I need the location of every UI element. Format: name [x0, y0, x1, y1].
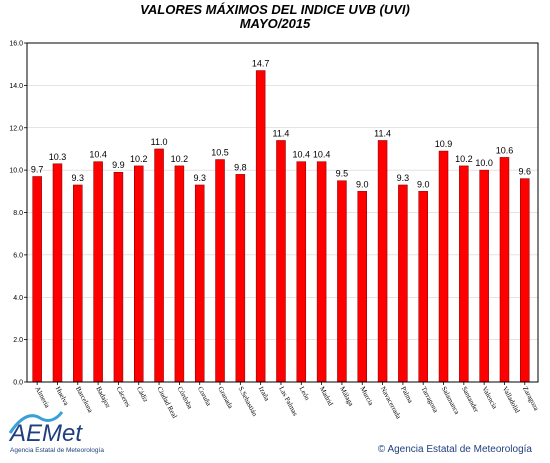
bar	[255, 70, 266, 383]
bar-value-label: 10.4	[293, 150, 311, 160]
bar-value-label: 11.0	[151, 137, 168, 147]
bar	[52, 163, 63, 383]
bar	[418, 191, 428, 383]
bar-value-label: 9.5	[336, 169, 349, 179]
category-label: Cáceres	[115, 385, 133, 409]
category-label: Badajoz	[94, 385, 112, 409]
category-label: S.Sebastián	[237, 385, 260, 418]
y-tick-label: 14.0	[9, 83, 23, 90]
category-label: Huelva	[54, 385, 71, 407]
category-label: Madrid	[318, 385, 335, 407]
y-tick-label: 16.0	[9, 41, 23, 48]
bar	[73, 184, 83, 383]
bar	[499, 157, 510, 383]
bar	[32, 176, 42, 383]
copyright-text: © Agencia Estatal de Meteorología	[378, 444, 533, 455]
y-tick-label: 6.0	[13, 252, 23, 259]
bar	[154, 148, 164, 383]
bar	[276, 140, 286, 383]
y-tick-label: 10.0	[9, 168, 23, 175]
logo-brand-text: AEMet	[8, 420, 83, 447]
bar-value-label: 9.0	[356, 179, 369, 189]
bar-value-label: 10.6	[496, 145, 514, 155]
category-label: Zaragoza	[521, 385, 541, 413]
y-axis-ticks: 0.0 2.0 4.0 6.0 8.0 10.0 12.0 14.0 16.0	[9, 41, 27, 387]
bar	[133, 165, 144, 383]
bar-value-label: 9.7	[31, 164, 44, 174]
chart-title: VALORES MÁXIMOS DEL INDICE UVB (UVI)	[140, 2, 410, 17]
chart-subtitle: MAYO/2015	[240, 16, 311, 31]
bar-value-label: 10.3	[49, 152, 67, 162]
category-label: Tarragona	[419, 385, 440, 415]
bar	[174, 165, 185, 383]
category-label: Salamanca	[440, 385, 462, 416]
bar	[337, 180, 347, 383]
category-label: Las Palmas	[277, 385, 299, 417]
bar-value-label: 10.2	[130, 154, 148, 164]
y-tick-label: 2.0	[13, 337, 23, 344]
y-tick-label: 8.0	[13, 210, 23, 217]
category-label: Barcelona	[74, 385, 95, 415]
bar-value-label: 11.4	[374, 128, 391, 138]
category-label: Málaga	[338, 385, 355, 408]
bar-value-label: 10.0	[475, 158, 493, 168]
bar-value-label: 9.0	[417, 179, 430, 189]
bar-value-label: 9.8	[234, 162, 247, 172]
bar-value-label: 10.2	[171, 154, 189, 164]
category-label: Navacerrada	[379, 385, 403, 421]
category-label: Córdoba	[176, 385, 195, 411]
bar-value-label: 10.2	[455, 154, 473, 164]
bar-value-label: 9.3	[397, 173, 410, 183]
category-labels: Almería Huelva Barcelona Badajoz Cáceres Cádi…	[33, 385, 540, 421]
bar-value-label: 10.4	[313, 150, 331, 160]
bar	[438, 150, 449, 383]
category-label: Cádiz	[135, 385, 150, 403]
category-label: Valladolid	[501, 385, 522, 415]
y-tick-label: 12.0	[9, 125, 23, 132]
bar-value-label: 9.3	[193, 173, 206, 183]
bar	[316, 161, 327, 383]
bar	[377, 140, 388, 383]
bar-value-label: 10.9	[435, 139, 453, 149]
bar-value-label: 9.3	[72, 173, 85, 183]
category-label: Santander	[460, 385, 481, 414]
bar	[215, 159, 225, 383]
bar	[398, 184, 408, 383]
bar-value-label: 14.7	[252, 59, 270, 69]
logo-wave-icon	[8, 411, 64, 434]
category-label: Palma	[399, 385, 415, 405]
aemet-logo: AEMet Agencia Estatal de Meteorología	[8, 411, 104, 454]
category-label: Granada	[216, 385, 235, 410]
bar	[459, 165, 469, 383]
bar	[296, 161, 307, 383]
category-label: Valencia	[480, 385, 499, 411]
bar	[479, 169, 489, 383]
bar-value-label: 11.4	[273, 128, 290, 138]
y-tick-label: 4.0	[13, 295, 23, 302]
bar	[235, 174, 246, 383]
category-label: León	[298, 385, 312, 402]
bar	[194, 184, 205, 383]
bar-value-label: 9.6	[519, 167, 532, 177]
bar	[113, 171, 124, 383]
logo-subtitle: Agencia Estatal de Meteorología	[10, 447, 104, 454]
bar	[93, 161, 103, 383]
bar-value-label: 9.9	[112, 160, 125, 170]
bar-value-label: 10.5	[211, 148, 229, 158]
plot-frame	[26, 42, 539, 383]
bar-value-label: 10.4	[89, 150, 107, 160]
value-labels: 9.710.39.310.49.910.211.010.29.310.59.81…	[31, 59, 531, 190]
category-label: Coruña	[196, 385, 213, 408]
category-label: Ciudad Real	[155, 385, 178, 420]
bar	[520, 178, 530, 383]
bars	[32, 70, 530, 383]
category-label: Murcia	[358, 385, 375, 407]
y-tick-label: 0.0	[13, 380, 23, 387]
category-label: Almería	[33, 385, 51, 410]
category-label: Izaña	[257, 385, 272, 403]
bar	[357, 191, 367, 383]
